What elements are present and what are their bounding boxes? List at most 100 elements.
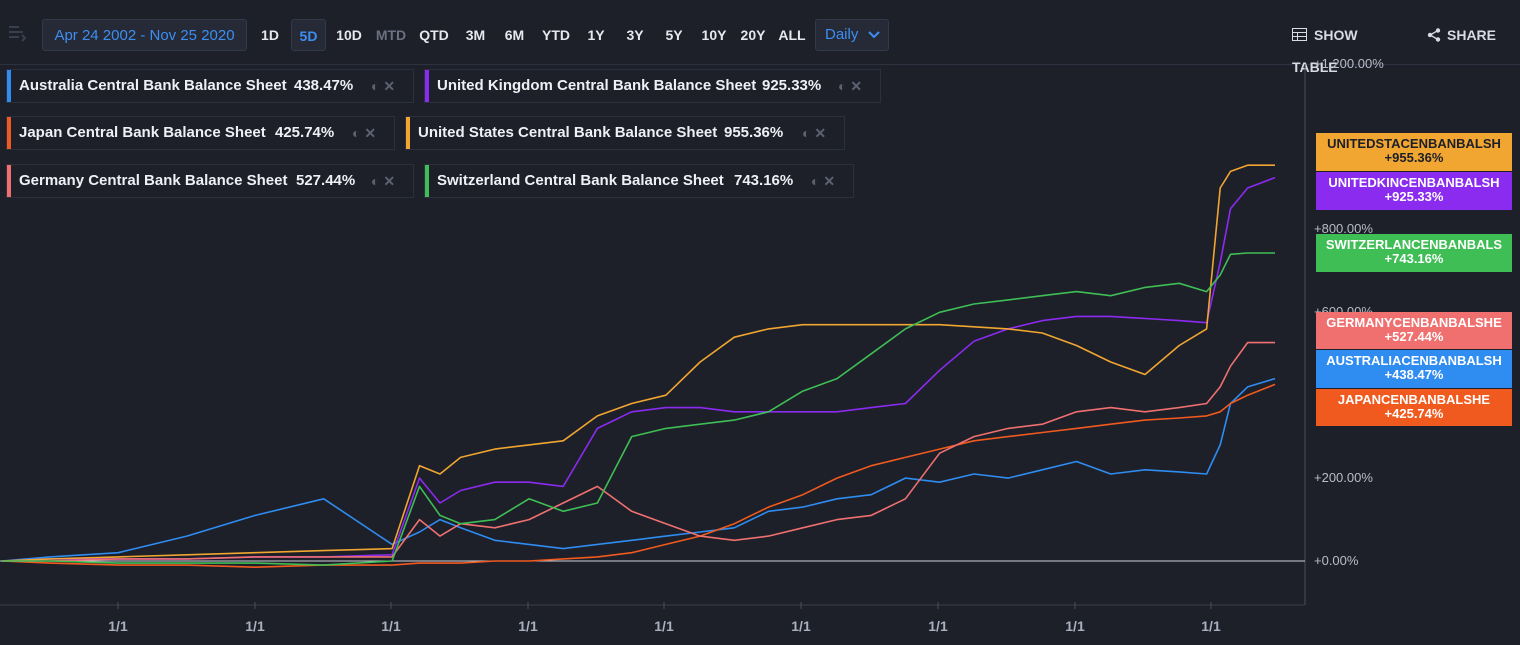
legend-value: 955.36% xyxy=(724,124,784,141)
timeframe-6m[interactable]: 6M xyxy=(504,27,525,43)
close-icon[interactable]: ✕ xyxy=(383,78,396,94)
legend-color-bar xyxy=(7,165,11,197)
close-icon[interactable]: ✕ xyxy=(364,125,377,141)
series-tag-australia: AUSTRALIACENBANBALSH +438.47% xyxy=(1316,350,1512,388)
legend-item-australia[interactable]: Australia Central Bank Balance Sheet 438… xyxy=(6,69,414,103)
timeframe-20y[interactable]: 20Y xyxy=(740,27,766,43)
legend-item-germany[interactable]: Germany Central Bank Balance Sheet 527.4… xyxy=(6,164,414,198)
y-tick-800: +800.00% xyxy=(1314,221,1373,236)
tag-value: +955.36% xyxy=(1384,150,1444,165)
legend-item-switzerland[interactable]: Switzerland Central Bank Balance Sheet 7… xyxy=(424,164,854,198)
legend-tools: ◐ ✕ xyxy=(811,165,835,197)
x-tick-label: 1/1 xyxy=(1065,618,1085,634)
y-tick-200: +200.00% xyxy=(1314,470,1373,485)
series-line-1 xyxy=(1,176,1276,562)
timeframe-5d[interactable]: 5D xyxy=(291,19,326,51)
legend-tools: ◐ ✕ xyxy=(371,165,395,197)
timeframe-qtd[interactable]: QTD xyxy=(419,27,449,43)
date-range-picker[interactable]: Apr 24 2002 - Nov 25 2020 xyxy=(42,19,247,51)
series-line-3 xyxy=(1,164,1275,562)
close-icon[interactable]: ✕ xyxy=(814,125,827,141)
legend-item-japan[interactable]: Japan Central Bank Balance Sheet 425.74%… xyxy=(6,116,395,150)
legend-name: Germany Central Bank Balance Sheet xyxy=(19,172,288,189)
series-tag-switzerland: SWITZERLANCENBANBALS +743.16% xyxy=(1316,234,1512,272)
timeframe-all[interactable]: ALL xyxy=(778,27,806,43)
eye-icon[interactable]: ◐ xyxy=(352,125,361,141)
legend-color-bar xyxy=(7,117,11,149)
legend-value: 925.33% xyxy=(762,77,822,94)
legend-name: Japan Central Bank Balance Sheet xyxy=(19,124,266,141)
tag-ticker: UNITEDKINCENBANBALSH xyxy=(1328,175,1500,190)
close-icon[interactable]: ✕ xyxy=(823,173,836,189)
timeframe-1y[interactable]: 1Y xyxy=(587,27,605,43)
tag-value: +743.16% xyxy=(1384,251,1444,266)
legend-color-bar xyxy=(425,165,429,197)
legend-tools: ◐ ✕ xyxy=(371,70,395,102)
legend-name: United States Central Bank Balance Sheet xyxy=(418,124,718,141)
tag-ticker: GERMANYCENBANBALSHE xyxy=(1326,315,1502,330)
tag-ticker: UNITEDSTACENBANBALSH xyxy=(1327,136,1501,151)
drag-handle-icon[interactable] xyxy=(6,22,28,44)
legend-color-bar xyxy=(425,70,429,102)
eye-icon[interactable]: ◐ xyxy=(838,78,847,94)
x-tick-label: 1/1 xyxy=(245,618,265,634)
legend-value: 743.16% xyxy=(734,172,794,189)
line-chart xyxy=(0,64,1306,609)
eye-icon[interactable]: ◐ xyxy=(802,125,811,141)
tag-ticker: AUSTRALIACENBANBALSH xyxy=(1326,353,1502,368)
series-line-4 xyxy=(2,341,1275,562)
timeframe-10d[interactable]: 10D xyxy=(336,27,362,43)
timeframe-3y[interactable]: 3Y xyxy=(626,27,644,43)
chevron-down-icon xyxy=(868,31,880,39)
show-table-label: SHOW TABLE xyxy=(1292,27,1358,75)
legend-tools: ◐ ✕ xyxy=(352,117,376,149)
x-tick-label: 1/1 xyxy=(381,618,401,634)
x-tick-marks xyxy=(117,602,1212,609)
legend-tools: ◐ ✕ xyxy=(802,117,826,149)
legend-name: Switzerland Central Bank Balance Sheet xyxy=(437,172,724,189)
tag-value: +425.74% xyxy=(1384,406,1444,421)
frequency-value: Daily xyxy=(825,26,859,43)
tag-value: +438.47% xyxy=(1384,367,1444,382)
timeframe-ytd[interactable]: YTD xyxy=(542,27,570,43)
legend-value: 425.74% xyxy=(275,124,335,141)
timeframe-mtd[interactable]: MTD xyxy=(375,27,407,43)
share-button[interactable]: SHARE xyxy=(1427,19,1507,51)
x-tick-label: 1/1 xyxy=(928,618,948,634)
series-line-0 xyxy=(1,377,1276,562)
x-tick-label: 1/1 xyxy=(791,618,811,634)
legend-value: 438.47% xyxy=(294,77,354,94)
timeframe-5y[interactable]: 5Y xyxy=(665,27,683,43)
series-tag-germany: GERMANYCENBANBALSHE +527.44% xyxy=(1316,312,1512,349)
show-table-button[interactable]: SHOW TABLE xyxy=(1292,19,1407,75)
legend-color-bar xyxy=(7,70,11,102)
x-tick-label: 1/1 xyxy=(108,618,128,634)
eye-icon[interactable]: ◐ xyxy=(371,173,380,189)
chart-toolbar: Apr 24 2002 - Nov 25 2020 1D 5D 10D MTD … xyxy=(0,0,1520,75)
series-tag-united-states: UNITEDSTACENBANBALSH +955.36% xyxy=(1316,133,1512,171)
legend-item-united-kingdom[interactable]: United Kingdom Central Bank Balance Shee… xyxy=(424,69,881,103)
tag-ticker: SWITZERLANCENBANBALS xyxy=(1325,237,1503,252)
legend-name: Australia Central Bank Balance Sheet xyxy=(19,77,287,94)
legend-color-bar xyxy=(406,117,410,149)
timeframe-10y[interactable]: 10Y xyxy=(701,27,727,43)
eye-icon[interactable]: ◐ xyxy=(371,78,380,94)
timeframe-1d[interactable]: 1D xyxy=(261,27,279,43)
series-line-5 xyxy=(2,252,1275,566)
y-tick-1200: +1,200.00% xyxy=(1314,56,1384,71)
eye-icon[interactable]: ◐ xyxy=(811,173,820,189)
series-lines xyxy=(1,164,1276,568)
legend-name: United Kingdom Central Bank Balance Shee… xyxy=(437,77,757,94)
x-tick-label: 1/1 xyxy=(654,618,674,634)
legend-item-united-states[interactable]: United States Central Bank Balance Sheet… xyxy=(405,116,845,150)
close-icon[interactable]: ✕ xyxy=(383,173,396,189)
frequency-select[interactable]: Daily xyxy=(815,19,889,51)
share-label: SHARE xyxy=(1447,27,1497,43)
x-tick-label: 1/1 xyxy=(518,618,538,634)
table-icon xyxy=(1292,28,1307,41)
series-tag-japan: JAPANCENBANBALSHE +425.74% xyxy=(1316,389,1512,426)
close-icon[interactable]: ✕ xyxy=(850,78,863,94)
timeframe-3m[interactable]: 3M xyxy=(465,27,486,43)
tag-value: +527.44% xyxy=(1384,329,1444,344)
y-tick-0: +0.00% xyxy=(1314,553,1359,568)
